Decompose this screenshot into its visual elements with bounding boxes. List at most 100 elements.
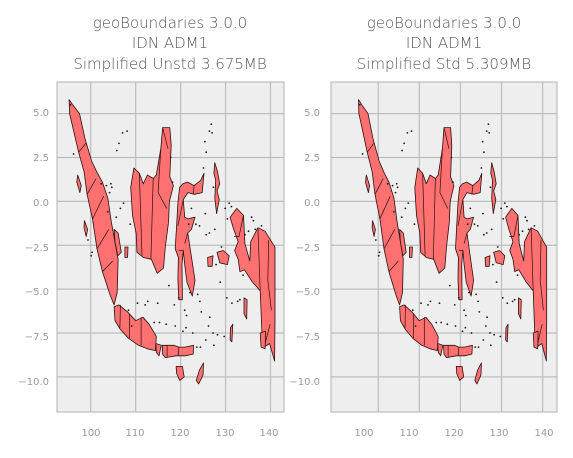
islet-mark <box>465 315 467 317</box>
islet-mark <box>478 311 480 313</box>
islet-mark <box>118 143 120 145</box>
islet-mark <box>482 213 484 215</box>
islet-mark <box>239 299 241 301</box>
islet-mark <box>485 325 487 327</box>
islet-mark <box>359 104 361 106</box>
x-tick-label: 130 <box>215 428 234 439</box>
x-tick-label: 120 <box>444 428 463 439</box>
islet-mark <box>90 255 92 257</box>
islet-mark <box>107 211 109 213</box>
islet-mark <box>451 157 453 159</box>
islet-mark <box>192 332 194 334</box>
islet-mark <box>242 274 244 276</box>
region-belitung <box>410 247 413 258</box>
islet-mark <box>439 302 441 304</box>
islet-mark <box>153 322 155 324</box>
islet-mark <box>209 232 211 234</box>
y-tick-label: −7.5 <box>296 332 320 343</box>
islet-mark <box>200 346 202 348</box>
islet-mark <box>500 208 502 210</box>
islet-mark <box>205 151 207 153</box>
islet-mark <box>407 132 409 134</box>
islet-mark <box>115 216 117 218</box>
islet-mark <box>231 206 233 208</box>
islet-mark <box>188 223 190 225</box>
islet-mark <box>362 153 364 155</box>
islet-mark <box>522 230 524 232</box>
region-kolepom <box>533 331 538 349</box>
islet-mark <box>213 186 215 188</box>
islet-mark <box>449 285 451 287</box>
islet-mark <box>420 302 422 304</box>
y-tick-label: 0.0 <box>304 198 320 209</box>
islet-mark <box>490 344 492 346</box>
islet-mark <box>392 185 394 187</box>
islet-mark <box>205 339 207 341</box>
islet-mark <box>147 301 149 303</box>
map-title-line-2: IDN ADM1 <box>132 34 208 52</box>
islet-mark <box>502 297 504 299</box>
x-tick-label: 130 <box>489 428 508 439</box>
islet-mark <box>427 304 429 306</box>
islet-mark <box>100 183 102 185</box>
islet-mark <box>208 325 210 327</box>
islet-mark <box>452 181 454 183</box>
region-buru <box>485 256 490 266</box>
map-title-line-1: geoBoundaries 3.0.0 <box>93 14 247 32</box>
x-tick-label: 110 <box>125 428 144 439</box>
map-panel-left: geoBoundaries 3.0.0 IDN ADM1 Simplified … <box>18 14 284 439</box>
islet-mark <box>211 132 213 134</box>
islet-mark <box>195 223 197 225</box>
y-tick-label: 5.0 <box>304 108 320 119</box>
islet-mark <box>254 229 256 231</box>
islet-mark <box>412 309 414 311</box>
islet-mark <box>414 223 416 225</box>
islet-mark <box>215 264 217 266</box>
islet-mark <box>144 304 146 306</box>
islet-mark <box>396 183 398 185</box>
islet-mark <box>514 299 516 301</box>
islet-mark <box>197 294 199 296</box>
islet-mark <box>526 220 528 222</box>
islet-mark <box>123 202 125 204</box>
islet-mark <box>174 325 176 327</box>
y-tick-label: −2.5 <box>25 243 49 254</box>
islet-mark <box>244 234 246 236</box>
islet-mark <box>253 220 255 222</box>
y-tick-label: −5.0 <box>25 287 49 298</box>
islet-mark <box>518 234 520 236</box>
region-belitung <box>125 247 128 258</box>
islet-mark <box>506 206 508 208</box>
islet-mark <box>463 309 465 311</box>
islet-mark <box>489 332 491 334</box>
islet-mark <box>478 346 480 348</box>
islet-mark <box>490 186 492 188</box>
islet-mark <box>224 208 226 210</box>
islet-mark <box>91 251 93 253</box>
islet-mark <box>185 327 187 329</box>
islet-mark <box>261 225 263 227</box>
islet-mark <box>415 325 417 327</box>
islet-mark <box>120 208 122 210</box>
islet-mark <box>106 185 108 187</box>
islet-mark <box>248 230 250 232</box>
islet-mark <box>165 323 167 325</box>
islet-mark <box>486 316 488 318</box>
islet-mark <box>226 297 228 299</box>
islet-mark <box>475 294 477 296</box>
region-boundary <box>120 305 121 328</box>
islet-mark <box>481 167 483 169</box>
islet-mark <box>199 225 201 227</box>
y-tick-label: 5.0 <box>33 108 49 119</box>
islet-mark <box>173 304 175 306</box>
islet-mark <box>213 344 215 346</box>
islet-mark <box>525 216 527 218</box>
islet-mark <box>122 132 124 134</box>
islet-mark <box>488 132 490 134</box>
islet-mark <box>191 208 193 210</box>
islet-mark <box>170 157 172 159</box>
islet-mark <box>528 229 530 231</box>
islet-mark <box>196 346 198 348</box>
islet-mark <box>395 192 397 194</box>
